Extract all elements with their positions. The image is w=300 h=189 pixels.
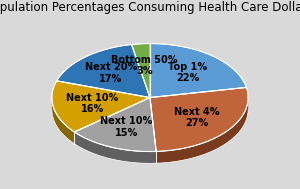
Polygon shape (74, 98, 156, 152)
Polygon shape (52, 81, 150, 132)
Text: Top 1%
22%: Top 1% 22% (168, 62, 207, 83)
Text: Next 10%
16%: Next 10% 16% (66, 93, 118, 114)
Text: Bottom 50%
3%: Bottom 50% 3% (111, 54, 178, 76)
Text: Next 4%
27%: Next 4% 27% (174, 107, 219, 128)
Polygon shape (57, 45, 150, 98)
Text: Next 20%
17%: Next 20% 17% (85, 62, 137, 84)
Title: Population Percentages Consuming Health Care Dollars: Population Percentages Consuming Health … (0, 1, 300, 14)
Text: Next 10%
15%: Next 10% 15% (100, 116, 153, 138)
Polygon shape (150, 88, 248, 151)
Polygon shape (52, 98, 74, 144)
Polygon shape (74, 132, 156, 163)
Polygon shape (150, 44, 246, 98)
Polygon shape (156, 98, 248, 163)
Polygon shape (132, 44, 150, 98)
